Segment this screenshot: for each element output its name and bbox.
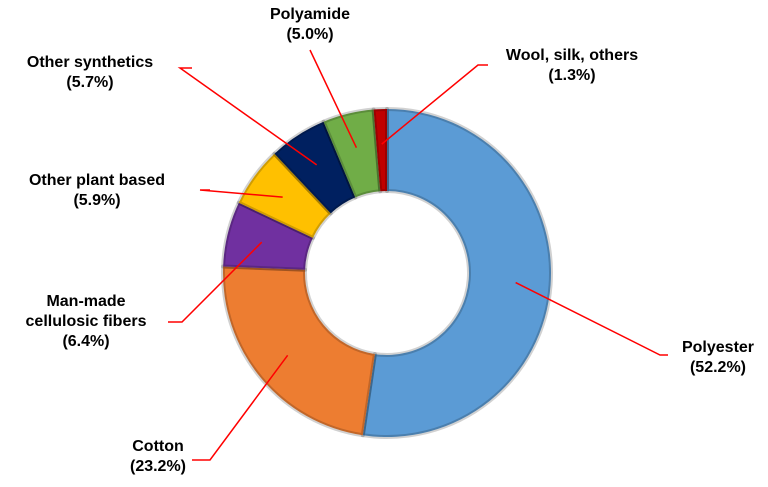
donut-slice: [321, 107, 383, 200]
slice-name: Polyamide: [269, 6, 351, 23]
slice-label: Polyester (52.2%): [682, 338, 754, 378]
slice-value: (5.7%): [66, 74, 114, 91]
donut-slice: [360, 107, 553, 439]
slice-label: Man-made cellulosic fibers (6.4%): [11, 292, 161, 352]
leader-line: [515, 281, 668, 356]
slice-value: (1.3%): [548, 67, 596, 84]
slice-value: (5.0%): [286, 26, 334, 43]
slice-value: (5.9%): [73, 192, 121, 209]
slice-name: Other plant based: [28, 172, 166, 189]
donut-slice: [221, 264, 377, 438]
slice-label: Wool, silk, others (1.3%): [506, 46, 638, 86]
slice-value: (6.4%): [62, 333, 110, 350]
slice-name: Cotton: [132, 438, 184, 455]
leader-line: [309, 49, 358, 149]
slice-name: Wool, silk, others: [505, 47, 639, 64]
slice-value: (52.2%): [689, 359, 747, 376]
slice-label: Other plant based (5.9%): [29, 171, 165, 211]
slice-label: Other synthetics (5.7%): [27, 53, 153, 93]
slice-value: (23.2%): [129, 458, 187, 475]
leader-line: [168, 241, 263, 323]
slice-label: Polyamide (5.0%): [270, 5, 350, 45]
slice-name: Polyester: [681, 339, 755, 356]
slice-name: Other synthetics: [26, 54, 154, 71]
donut-slice: [371, 107, 389, 194]
slice-label: Cotton (23.2%): [130, 437, 186, 477]
leader-line: [381, 64, 488, 145]
leader-line: [192, 354, 289, 461]
leader-line: [177, 67, 318, 166]
slice-name: Man-made cellulosic fibers: [25, 293, 147, 330]
donut-slice: [221, 200, 315, 272]
leader-line: [199, 189, 283, 198]
